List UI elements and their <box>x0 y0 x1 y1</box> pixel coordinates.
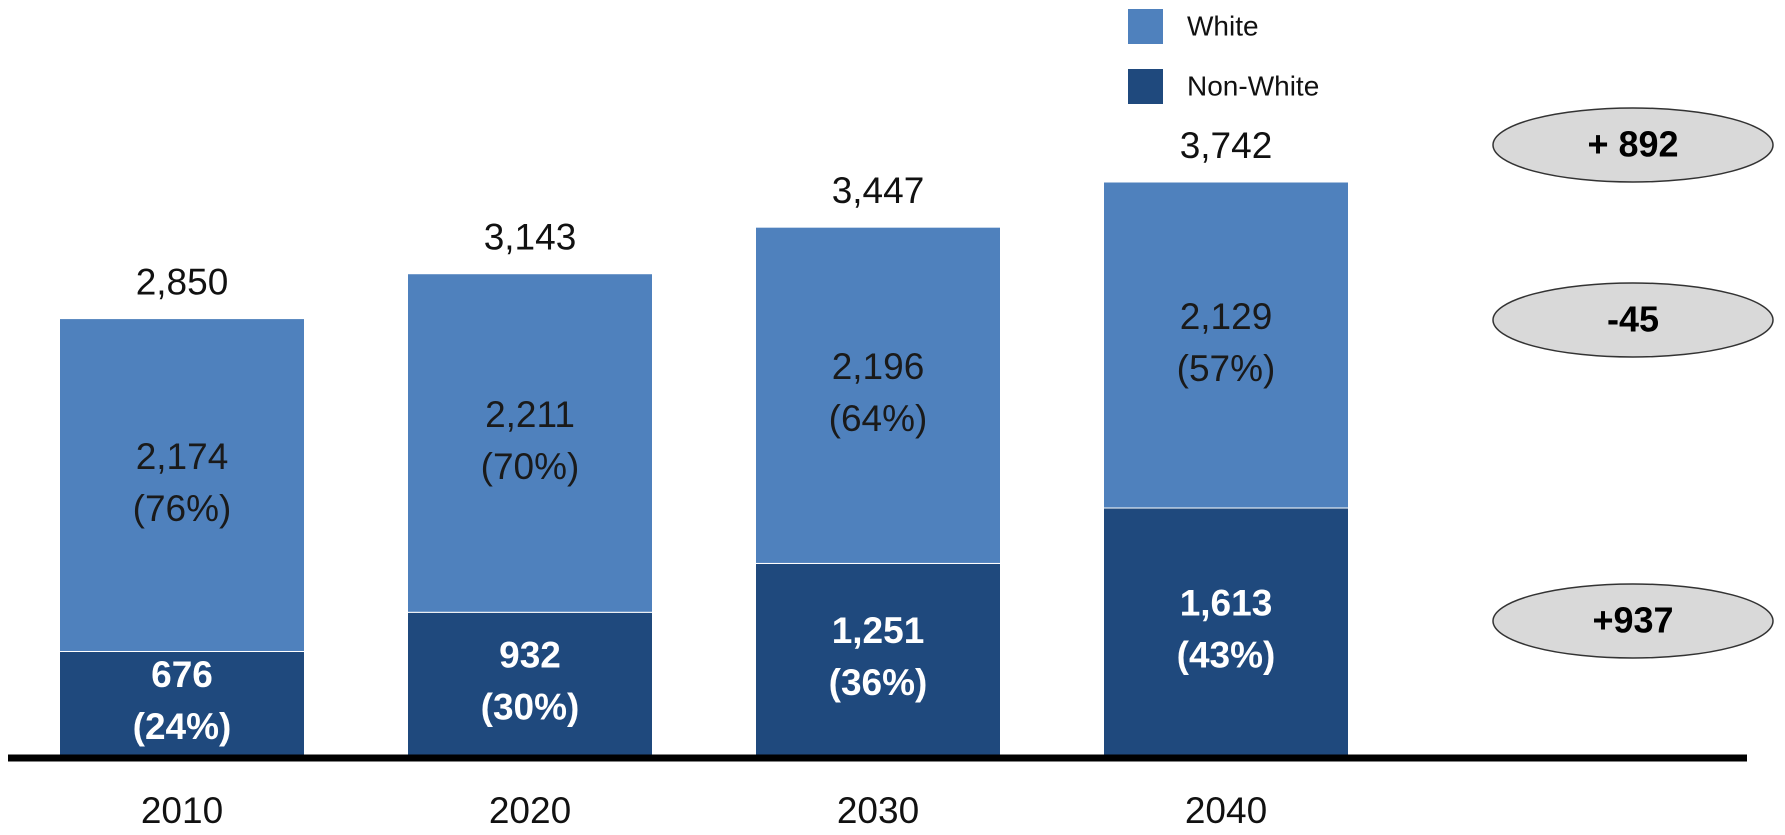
total-label: 3,143 <box>484 217 577 258</box>
total-label: 3,742 <box>1180 125 1273 166</box>
legend-swatch <box>1128 9 1163 44</box>
percent-label: (30%) <box>481 686 580 727</box>
percent-label: (57%) <box>1177 348 1276 389</box>
legend-swatch <box>1128 69 1163 104</box>
value-label: 932 <box>499 634 561 675</box>
percent-label: (43%) <box>1177 634 1276 675</box>
x-tick-label: 2020 <box>489 790 571 831</box>
percent-label: (36%) <box>829 662 928 703</box>
bar-segment <box>407 611 653 756</box>
bar-segment <box>59 650 305 756</box>
percent-label: (24%) <box>133 706 232 747</box>
bar-segment <box>1103 181 1349 509</box>
bar-segment <box>59 318 305 652</box>
annotation-bubble <box>1492 282 1774 358</box>
annotation-text: +937 <box>1592 600 1673 641</box>
annotation-text: + 892 <box>1587 124 1678 165</box>
percent-label: (64%) <box>829 398 928 439</box>
value-label: 1,251 <box>832 610 925 651</box>
x-tick-label: 2030 <box>837 790 919 831</box>
x-tick-label: 2040 <box>1185 790 1267 831</box>
total-label: 2,850 <box>136 261 229 302</box>
value-label: 676 <box>151 654 213 695</box>
bar-segment <box>755 562 1001 756</box>
legend-label: White <box>1187 10 1259 41</box>
annotation-bubble <box>1492 583 1774 659</box>
value-label: 2,196 <box>832 346 925 387</box>
value-label: 2,129 <box>1180 296 1273 337</box>
value-label: 2,211 <box>485 394 575 435</box>
value-label: 2,174 <box>136 436 229 477</box>
value-label: 1,613 <box>1180 582 1273 623</box>
bar-segment <box>755 226 1001 564</box>
percent-label: (70%) <box>481 446 580 487</box>
bar-segment <box>1103 507 1349 756</box>
percent-label: (76%) <box>133 488 232 529</box>
annotation-text: -45 <box>1607 299 1659 340</box>
x-tick-label: 2010 <box>141 790 223 831</box>
total-label: 3,447 <box>832 170 925 211</box>
annotation-bubble <box>1492 107 1774 183</box>
legend-label: Non-White <box>1187 70 1319 101</box>
bar-segment <box>407 273 653 613</box>
